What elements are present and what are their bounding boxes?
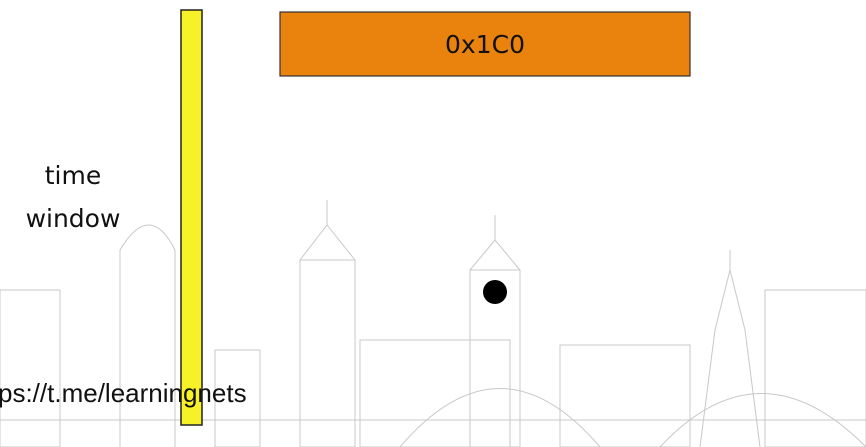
diagram: 0x1C0 time window ps://t.me/learningnets [0, 0, 866, 447]
time-window-bar [181, 10, 202, 425]
time-window-label: window [26, 204, 121, 233]
url-watermark: ps://t.me/learningnets [0, 378, 247, 408]
register-label: 0x1C0 [445, 30, 525, 59]
background-sketch [0, 200, 866, 447]
slide: 0x1C0 time window ps://t.me/learningnets [0, 0, 866, 447]
time-window-label: time [45, 161, 101, 190]
